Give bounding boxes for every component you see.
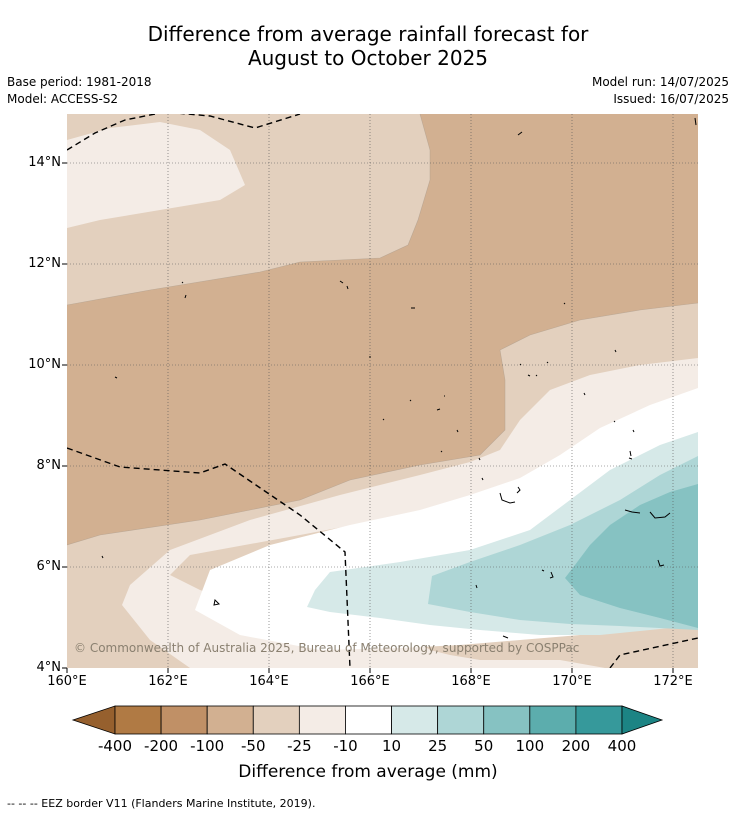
colorbar: [71, 705, 664, 735]
colorbar-tick-label: -50: [241, 737, 266, 755]
map-plot-area: [67, 114, 698, 668]
colorbar-swatch: [575, 705, 623, 735]
lat-label-10n: 10°N: [28, 357, 61, 372]
colorbar-extend-low: [71, 705, 116, 735]
lon-label-172e: 172°E: [653, 674, 693, 689]
lon-label-170e: 170°E: [552, 674, 592, 689]
colorbar-swatch: [483, 705, 531, 735]
lon-label-164e: 164°E: [249, 674, 289, 689]
colorbar-swatch: [114, 705, 162, 735]
lat-label-8n: 8°N: [36, 458, 62, 473]
lon-label-166e: 166°E: [350, 674, 390, 689]
model-run: Model run: 14/07/2025: [591, 75, 729, 89]
colorbar-swatch: [391, 705, 439, 735]
colorbar-tick-label: 25: [428, 737, 448, 755]
lat-label-6n: 6°N: [36, 559, 62, 574]
lat-label-4n: 4°N: [36, 660, 62, 675]
colorbar-title: Difference from average (mm): [238, 762, 498, 782]
issued-date: Issued: 16/07/2025: [613, 92, 729, 106]
lon-label-168e: 168°E: [451, 674, 491, 689]
contour-lines: [67, 114, 698, 546]
colorbar-swatch: [298, 705, 346, 735]
chart-title: Difference from average rainfall forecas…: [0, 22, 736, 70]
title-line-2: August to October 2025: [247, 46, 489, 70]
colorbar-tick-label: -400: [97, 737, 133, 755]
copyright-notice: © Commonwealth of Australia 2025, Bureau…: [74, 641, 580, 655]
metadata-left: Base period: 1981-2018 Model: ACCESS-S2: [7, 74, 152, 108]
band-plus100: [565, 484, 698, 628]
eez-footnote: -- -- -- EEZ border V11 (Flanders Marine…: [7, 797, 316, 810]
colorbar-swatch: [437, 705, 485, 735]
colorbar-swatch: [345, 705, 392, 735]
colorbar-swatch: [160, 705, 208, 735]
islands: [101, 117, 697, 639]
lat-label-12n: 12°N: [28, 256, 61, 271]
band-minus50: [67, 114, 698, 545]
metadata-right: Model run: 14/07/2025 Issued: 16/07/2025: [592, 74, 729, 108]
lon-label-160e: 160°E: [47, 674, 87, 689]
colorbar-tick-label: -100: [190, 737, 225, 755]
colorbar-tick-label: 50: [474, 737, 494, 755]
colorbar-swatch: [529, 705, 577, 735]
colorbar-tick-label: -25: [287, 737, 312, 755]
band-minus10-north: [67, 122, 245, 228]
colorbar-tick-label: 100: [515, 737, 545, 755]
axis-ticks: [62, 162, 674, 673]
colorbar-tick-label: -200: [144, 737, 179, 755]
lat-label-14n: 14°N: [28, 155, 61, 170]
colorbar-tick-label: -10: [333, 737, 358, 755]
colorbar-tick-label: 200: [561, 737, 591, 755]
colorbar-tick-label: 10: [381, 737, 402, 755]
lon-label-162e: 162°E: [148, 674, 188, 689]
eez-borders: [67, 114, 698, 668]
colorbar-swatch: [206, 705, 254, 735]
base-period: Base period: 1981-2018: [7, 75, 152, 89]
title-line-1: Difference from average rainfall forecas…: [147, 22, 589, 46]
graticule: [67, 114, 698, 668]
colorbar-tick-label: 400: [607, 737, 637, 755]
colorbar-swatch: [252, 705, 300, 735]
colorbar-extend-high: [621, 705, 664, 735]
model-name: Model: ACCESS-S2: [7, 92, 119, 106]
